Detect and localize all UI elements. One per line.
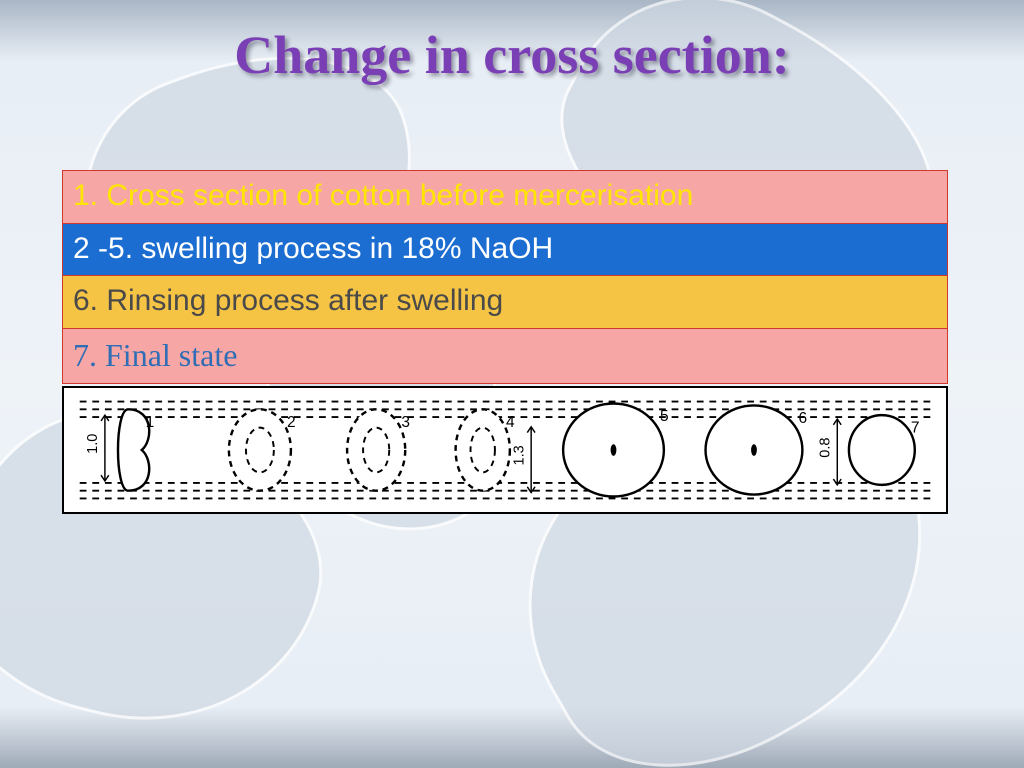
svg-text:6: 6 (799, 410, 808, 427)
legend-row-1: 1. Cross section of cotton before mercer… (63, 171, 947, 223)
svg-text:5: 5 (660, 408, 669, 425)
svg-text:2: 2 (287, 414, 296, 431)
svg-text:7: 7 (911, 420, 920, 437)
legend-row-3: 6. Rinsing process after swelling (63, 275, 947, 328)
legend-table: 1. Cross section of cotton before mercer… (62, 170, 948, 384)
svg-text:4: 4 (506, 414, 515, 431)
svg-text:1: 1 (146, 414, 155, 431)
legend-row-4: 7. Final state (63, 328, 947, 383)
svg-text:1.0: 1.0 (85, 434, 101, 454)
slide: Change in cross section: 1. Cross sectio… (0, 0, 1024, 768)
legend-row-2: 2 -5. swelling process in 18% NaOH (63, 223, 947, 276)
cross-section-diagram: 1 2 3 4 5 6 7 1.0 1.3 0.8 (62, 386, 948, 514)
svg-text:3: 3 (401, 414, 410, 431)
slide-title: Change in cross section: (0, 24, 1024, 86)
svg-text:1.3: 1.3 (511, 445, 527, 465)
diagram-svg: 1 2 3 4 5 6 7 1.0 1.3 0.8 (64, 388, 946, 512)
svg-text:0.8: 0.8 (818, 438, 834, 458)
